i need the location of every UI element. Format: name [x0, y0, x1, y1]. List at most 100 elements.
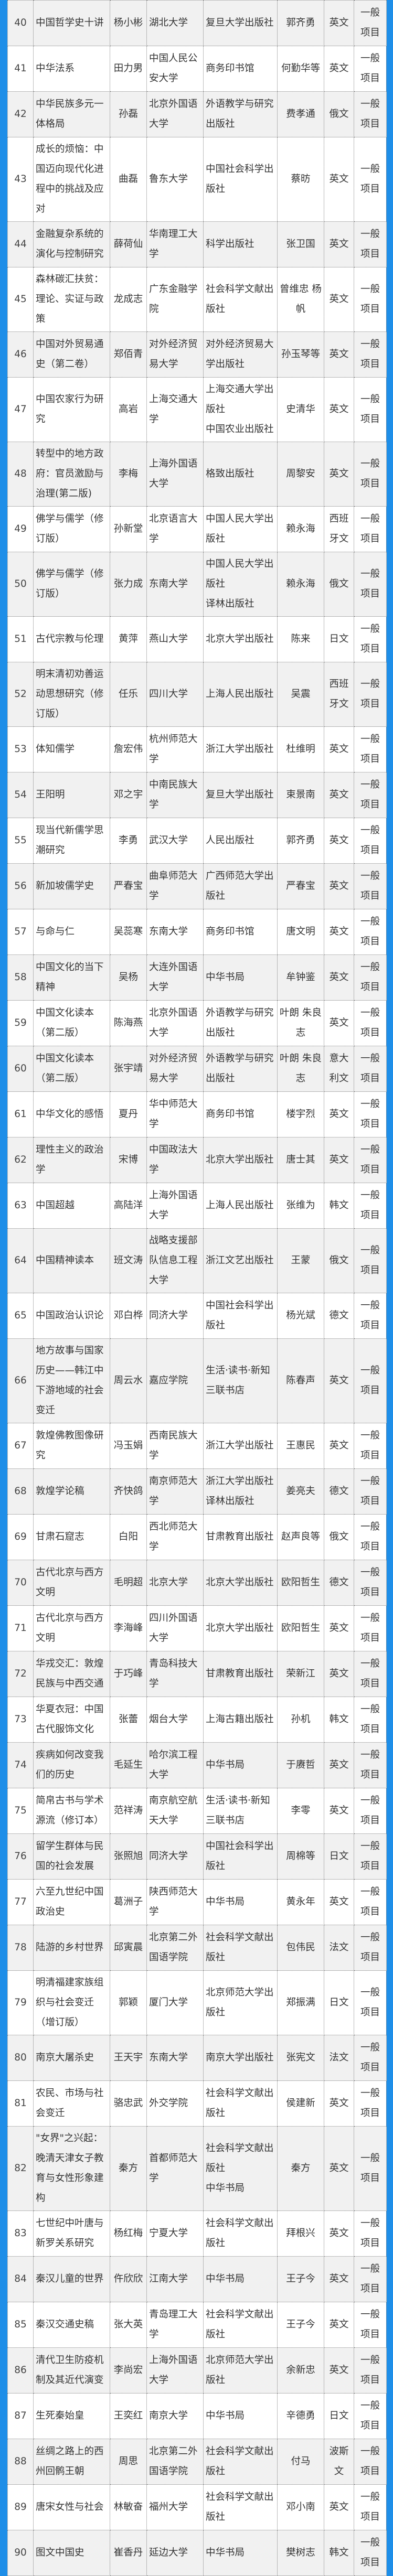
table-row: 64 中国精神读本 班文涛 战略支援部队信息工程大学 浙江文艺出版社 王蒙 俄文 一般项目 — [7, 1228, 387, 1293]
original-author-cell: 杜维明 — [277, 726, 324, 772]
applicant-name-cell: 周思 — [110, 2439, 147, 2485]
row-number-cell: 79 — [7, 1970, 34, 2035]
book-title-cell: 中国精神读本 — [33, 1228, 110, 1293]
original-author-cell: 张卫国 — [277, 221, 324, 267]
target-language-cell: 英文 — [324, 1605, 354, 1651]
target-language-cell: 英文 — [324, 726, 354, 772]
publisher-cell: 商务印书馆 — [203, 1091, 278, 1137]
book-title-cell: 王阳明 — [33, 772, 110, 818]
table-row: 56 新加坡儒学史 严春宝 曲阜师范大学 广西师范大学出版社 严春宝 英文 一般项目 — [7, 863, 387, 909]
target-language-cell: 英文 — [324, 377, 354, 442]
publisher-cell: 北京大学出版社 — [203, 1137, 278, 1183]
target-language-cell: 俄文 — [324, 1228, 354, 1293]
project-category-cell: 一般项目 — [354, 1293, 387, 1339]
original-author-cell: 杨光斌 — [277, 1293, 324, 1339]
table-row: 80 南京大屠杀史 王天宇 东南大学 南京大学出版社 张宪文 法文 一般项目 — [7, 2035, 387, 2081]
book-title-cell: 甘肃石窟志 — [33, 1514, 110, 1560]
publisher-cell: 北京大学出版社 — [203, 616, 278, 662]
row-number-cell: 83 — [7, 2210, 34, 2257]
original-author-cell: 赖永海 — [277, 552, 324, 617]
project-category-cell: 一般项目 — [354, 1091, 387, 1137]
table-row: 75 简帛古书与学术源流（修订本） 范祥涛 南京航空航天大学 生活·读书·新知三联书店李… — [7, 1788, 387, 1834]
project-category-cell: 一般项目 — [354, 2347, 387, 2393]
original-author-cell: 于赓哲 — [277, 1742, 324, 1788]
target-language-cell: 日文 — [324, 2393, 354, 2439]
row-number-cell: 53 — [7, 726, 34, 772]
row-number-cell: 73 — [7, 1697, 34, 1743]
row-number-cell: 51 — [7, 616, 34, 662]
publisher-cell: 甘肃教育出版社 — [203, 1651, 278, 1697]
institution-cell: 宁夏大学 — [146, 2210, 204, 2257]
publisher-cell: 中国社会科学出版社 — [203, 1833, 278, 1880]
row-number-cell: 75 — [7, 1788, 34, 1834]
row-number-cell: 76 — [7, 1833, 34, 1880]
book-title-cell: 中国文化的当下精神 — [33, 954, 110, 1001]
institution-cell: 北京第二外国语学院 — [146, 1925, 204, 1971]
original-author-cell: 辛德勇 — [277, 2393, 324, 2439]
applicant-name-cell: 于巧峰 — [110, 1651, 147, 1697]
book-title-cell: 现当代新儒学思潮研究 — [33, 818, 110, 864]
table-row: 65 中国政治认识论 邓白桦 同济大学 中国社会科学出版社 杨光斌 德文 一般项目 — [7, 1293, 387, 1339]
institution-cell: 南京大学 — [146, 2393, 204, 2439]
publisher-cell: 科学出版社 — [203, 221, 278, 267]
project-category-cell: 一般项目 — [354, 2126, 387, 2211]
project-category-cell: 一般项目 — [354, 552, 387, 617]
institution-cell: 战略支援部队信息工程大学 — [146, 1228, 204, 1293]
table-row: 40 中国哲学史十讲 杨小彬 湖北大学 复旦大学出版社 郭齐勇 英文 一般项目 — [7, 0, 387, 46]
table-row: 74 疾病如何改变我们的历史 毛延生 哈尔滨工程大学 中华书局 于赓哲 英文 一般项目 — [7, 1742, 387, 1788]
applicant-name-cell: 王奕红 — [110, 2393, 147, 2439]
table-row: 89 唐宋女性与社会 林敏奋 福州大学 社会科学文献出版社 邓小南 英文 一般项目 — [7, 2484, 387, 2530]
row-number-cell: 46 — [7, 331, 34, 378]
publisher-cell: 浙江大学出版社 — [203, 1423, 278, 1469]
applicant-name-cell: 李勇 — [110, 818, 147, 864]
row-number-cell: 87 — [7, 2393, 34, 2439]
row-number-cell: 69 — [7, 1514, 34, 1560]
institution-cell: 南京师范大学 — [146, 1468, 204, 1515]
publisher-cell: 人民出版社 — [203, 818, 278, 864]
project-category-cell: 一般项目 — [354, 2439, 387, 2485]
institution-cell: 西南民族大学 — [146, 1423, 204, 1469]
institution-cell: 北京语言大学 — [146, 506, 204, 552]
publisher-cell: 上海人民出版社 — [203, 1183, 278, 1229]
project-category-cell: 一般项目 — [354, 616, 387, 662]
institution-cell: 曲阜师范大学 — [146, 863, 204, 909]
row-number-cell: 74 — [7, 1742, 34, 1788]
original-author-cell: 张宪文 — [277, 2035, 324, 2081]
applicant-name-cell: 郑佰青 — [110, 331, 147, 378]
original-author-cell: 叶朗 朱良志 — [277, 1000, 324, 1046]
publisher-cell: 社会科学文献出版社 — [203, 2439, 278, 2485]
publisher-cell: 生活·读书·新知三联书店 — [203, 1788, 278, 1834]
publisher-cell: 复旦大学出版社 — [203, 0, 278, 46]
publisher-cell: 北京师范大学出版社 — [203, 2347, 278, 2393]
institution-cell: 同济大学 — [146, 1833, 204, 1880]
institution-cell: 中南民族大学 — [146, 772, 204, 818]
publisher-cell: 对外经济贸易大学出版社 — [203, 331, 278, 378]
book-title-cell: 古代北京与西方文明 — [33, 1605, 110, 1651]
target-language-cell: 英文 — [324, 1651, 354, 1697]
target-language-cell: 英文 — [324, 772, 354, 818]
row-number-cell: 90 — [7, 2530, 34, 2576]
publisher-cell: 商务印书馆 — [203, 909, 278, 955]
institution-cell: 鲁东大学 — [146, 137, 204, 222]
target-language-cell: 英文 — [324, 221, 354, 267]
original-author-cell: 孙玉琴等 — [277, 331, 324, 378]
row-number-cell: 50 — [7, 552, 34, 617]
applicant-name-cell: 冯玉娟 — [110, 1423, 147, 1469]
target-language-cell: 英文 — [324, 1423, 354, 1469]
target-language-cell: 法文 — [324, 1925, 354, 1971]
row-number-cell: 44 — [7, 221, 34, 267]
project-table: 40 中国哲学史十讲 杨小彬 湖北大学 复旦大学出版社 郭齐勇 英文 一般项目 41 中华法系 田力… — [7, 0, 387, 2576]
applicant-name-cell: 毛明超 — [110, 1560, 147, 1606]
row-number-cell: 85 — [7, 2302, 34, 2348]
table-row: 90 图文中国史 崔香丹 延边大学 中华书局 樊树志 韩文 一般项目 — [7, 2530, 387, 2576]
publisher-cell: 中华书局 — [203, 2530, 278, 2576]
project-category-cell: 一般项目 — [354, 0, 387, 46]
project-category-cell: 一般项目 — [354, 137, 387, 222]
original-author-cell: 余新忠 — [277, 2347, 324, 2393]
applicant-name-cell: 黄萍 — [110, 616, 147, 662]
book-title-cell: 佛学与儒学（修订版） — [33, 506, 110, 552]
original-author-cell: 牟钟鉴 — [277, 954, 324, 1001]
book-title-cell: 唐宋女性与社会 — [33, 2484, 110, 2530]
original-author-cell: 包伟民 — [277, 1925, 324, 1971]
row-number-cell: 45 — [7, 267, 34, 332]
